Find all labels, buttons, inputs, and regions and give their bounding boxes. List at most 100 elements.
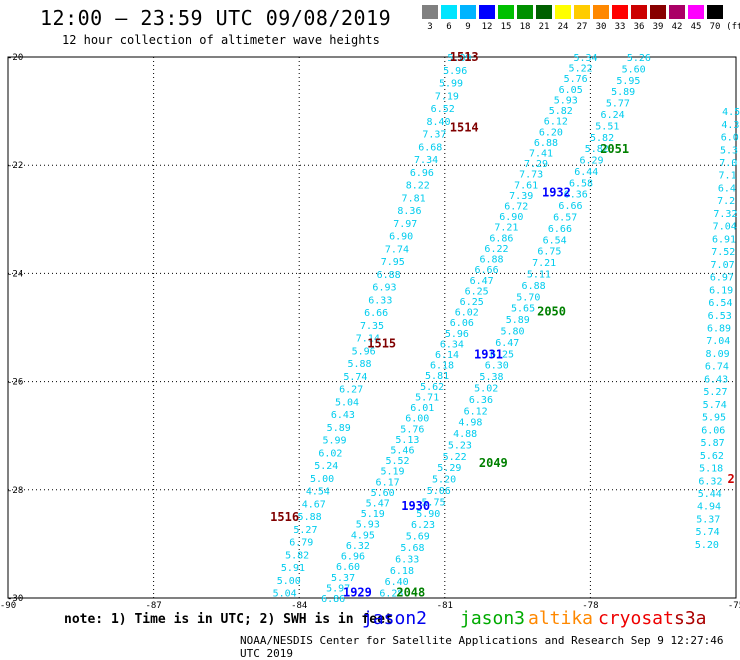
wave-height-label: 6.66 xyxy=(558,201,582,212)
wave-height-label: 5.65 xyxy=(511,304,535,315)
wave-height-label: 6.24 xyxy=(601,110,625,121)
wave-height-label: 6.66 xyxy=(548,224,572,235)
wave-height-label: 6.05 xyxy=(559,85,583,96)
wave-height-label: 4.98 xyxy=(458,418,482,429)
legend-chip-label: 42 xyxy=(671,22,683,32)
lon-tick-label: -90 xyxy=(0,601,16,611)
pass-time-label: 2 xyxy=(728,472,735,486)
wave-height-label: 5.80 xyxy=(500,326,524,337)
wave-height-label: 5.76 xyxy=(400,424,424,435)
wave-height-label: 6.89 xyxy=(707,324,731,335)
wave-height-label: 6.90 xyxy=(499,212,523,223)
wave-height-label: 6.90 xyxy=(389,232,413,243)
legend-chip-label: 18 xyxy=(519,22,531,32)
wave-height-label: 7.61 xyxy=(514,180,538,191)
wave-height-label: 5.19 xyxy=(381,467,405,478)
legend-chip xyxy=(631,5,647,19)
wave-height-label: 6.88 xyxy=(479,255,503,266)
legend-chip-label: 39 xyxy=(652,22,664,32)
wave-height-label: 6.75 xyxy=(537,247,561,258)
wave-height-label: 5.60 xyxy=(622,64,646,75)
wave-height-label: 6.14 xyxy=(435,350,459,361)
wave-height-label: 6.74 xyxy=(705,362,729,373)
wave-height-label: 7.04 xyxy=(713,222,737,233)
pass-time-label: 1513 xyxy=(450,50,479,64)
lat-tick-label: -26 xyxy=(7,378,23,388)
map-title: 12:00 — 23:59 UTC 09/08/2019 xyxy=(40,6,392,30)
wave-height-label: 7.1 xyxy=(719,171,737,182)
footer-credit: NOAA/NESDIS Center for Satellite Applica… xyxy=(240,634,724,660)
wave-height-label: 4.5 xyxy=(722,107,740,118)
wave-height-label: 6.36 xyxy=(564,190,588,201)
pass-time-label: 2051 xyxy=(600,142,629,156)
wave-height-label: 6.00 xyxy=(405,414,429,425)
wave-height-label: 6.01 xyxy=(410,403,434,414)
wave-height-label: 5.52 xyxy=(385,456,409,467)
note-text: note: 1) Time is in UTC; 2) SWH is in fe… xyxy=(64,612,393,627)
wave-height-label: 5.06 xyxy=(427,486,451,497)
wave-height-label: 5.89 xyxy=(327,423,351,434)
wave-height-label: 7.0 xyxy=(719,158,737,169)
wave-height-label: 5.34 xyxy=(573,53,597,64)
wave-height-label: 6.96 xyxy=(341,552,365,563)
wave-height-label: 4.54 xyxy=(306,487,330,498)
wave-height-label: 5.24 xyxy=(314,461,338,472)
pass-time-label: 1932 xyxy=(542,185,571,199)
wave-height-label: 5.76 xyxy=(564,74,588,85)
wave-height-label: 6.43 xyxy=(704,374,728,385)
wave-height-label: 7.34 xyxy=(414,155,438,166)
wave-height-label: 6.12 xyxy=(544,117,568,128)
legend-chip-label: 21 xyxy=(538,22,550,32)
wave-height-label: 5.00 xyxy=(277,576,301,587)
wave-height-label: 4.94 xyxy=(697,502,721,513)
wave-height-label: 5.93 xyxy=(356,520,380,531)
wave-height-label: 7.21 xyxy=(494,223,518,234)
wave-height-label: 8.22 xyxy=(406,181,430,192)
wave-height-label: 6.06 xyxy=(450,318,474,329)
wave-height-label: 5.96 xyxy=(445,329,469,340)
legend-chip-label: 33 xyxy=(614,22,626,32)
legend-chip xyxy=(460,5,476,19)
wave-height-label: 7.97 xyxy=(393,219,417,230)
wave-height-label: 6.54 xyxy=(708,298,732,309)
wave-height-label: 5.96 xyxy=(443,66,467,77)
pass-time-label: 1930 xyxy=(401,499,430,513)
wave-height-label: 6.18 xyxy=(430,361,454,372)
wave-height-label: 6.88 xyxy=(522,281,546,292)
wave-height-label: 5.38 xyxy=(479,372,503,383)
wave-height-label: 5.74 xyxy=(703,400,727,411)
wave-height-label: 5.11 xyxy=(527,270,551,281)
legend-chip-label: 70 xyxy=(709,22,721,32)
wave-height-label: 5.18 xyxy=(699,464,723,475)
wave-height-label: 6.96 xyxy=(410,168,434,179)
sat-altika: altika xyxy=(528,608,594,629)
legend-chip xyxy=(536,5,552,19)
wave-height-label: 6.25 xyxy=(465,286,489,297)
wave-height-label: 5.60 xyxy=(371,488,395,499)
wave-height-label: 6.97 xyxy=(710,273,734,284)
legend-chip xyxy=(650,5,666,19)
wave-height-label: 6.22 xyxy=(484,244,508,255)
wave-height-label: 6.20 xyxy=(539,127,563,138)
wave-height-label: 5.00 xyxy=(310,474,334,485)
wave-height-label: 5.62 xyxy=(420,382,444,393)
wave-height-label: 5.02 xyxy=(474,383,498,394)
wave-height-label: 6.32 xyxy=(698,476,722,487)
wave-height-label: 7.21 xyxy=(532,258,556,269)
wave-height-label: 5.44 xyxy=(698,489,722,500)
wave-height-label: 5.26 xyxy=(627,53,651,64)
legend-chip xyxy=(612,5,628,19)
wave-height-label: 7.81 xyxy=(402,193,426,204)
wave-height-label: 4.88 xyxy=(453,429,477,440)
wave-height-label: 7.52 xyxy=(711,247,735,258)
wave-height-label: 5.95 xyxy=(702,413,726,424)
wave-height-label: 5.27 xyxy=(703,387,727,398)
wave-height-label: 5.68 xyxy=(400,543,424,554)
wave-height-label: 7.73 xyxy=(519,170,543,181)
legend-chip xyxy=(422,5,438,19)
wave-height-label: 6.27 xyxy=(339,385,363,396)
wave-height-label: 7.37 xyxy=(422,130,446,141)
wave-height-label: 7.35 xyxy=(360,321,384,332)
wave-height-label: 8.09 xyxy=(706,349,730,360)
legend-chip xyxy=(555,5,571,19)
